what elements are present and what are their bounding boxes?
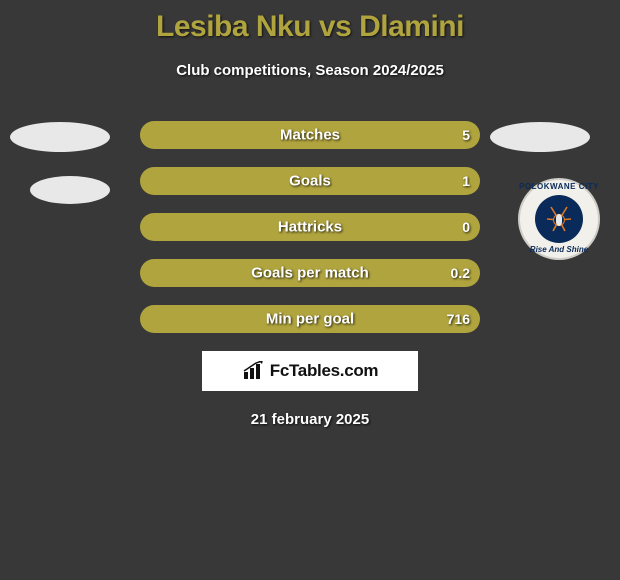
stat-label: Goals per match <box>251 265 369 282</box>
fctables-label: FcTables.com <box>270 361 379 381</box>
stat-label: Hattricks <box>278 219 342 236</box>
fctables-watermark: FcTables.com <box>202 351 418 391</box>
page-title: Lesiba Nku vs Dlamini <box>0 0 620 44</box>
stat-label: Min per goal <box>266 311 354 328</box>
stat-value-right: 716 <box>447 311 470 327</box>
stat-row: Matches 5 <box>140 121 480 149</box>
stat-row: Goals 1 <box>140 167 480 195</box>
player-left-club-avatar <box>30 176 110 204</box>
club-badge-icon <box>541 201 577 237</box>
stat-value-right: 0 <box>462 219 470 235</box>
stat-label: Matches <box>280 127 340 144</box>
player-left-avatar <box>10 122 110 152</box>
stat-row: Hattricks 0 <box>140 213 480 241</box>
page-subtitle: Club competitions, Season 2024/2025 <box>0 62 620 79</box>
player-right-club-badge: POLOKWANE CITY Rise And Shine <box>518 178 600 260</box>
stat-row: Goals per match 0.2 <box>140 259 480 287</box>
stat-value-right: 1 <box>462 173 470 189</box>
club-badge-inner <box>535 195 583 243</box>
club-badge-bottom-text: Rise And Shine <box>530 245 588 254</box>
stat-row: Min per goal 716 <box>140 305 480 333</box>
stat-label: Goals <box>289 173 331 190</box>
club-badge-top-text: POLOKWANE CITY <box>519 182 599 191</box>
comparison-date: 21 february 2025 <box>0 411 620 428</box>
stat-value-right: 0.2 <box>451 265 470 281</box>
stat-value-right: 5 <box>462 127 470 143</box>
fctables-icon <box>242 361 266 381</box>
player-right-avatar <box>490 122 590 152</box>
